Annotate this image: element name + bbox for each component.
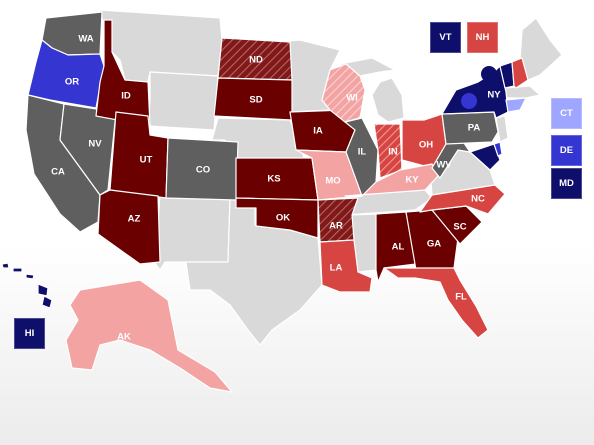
state-ar[interactable]	[317, 197, 359, 243]
state-la[interactable]	[319, 239, 373, 293]
state-wy[interactable]	[147, 71, 219, 131]
ne-district-marker-2[interactable]	[461, 93, 477, 109]
state-nd[interactable]	[217, 37, 293, 81]
state-ma[interactable]	[504, 85, 541, 99]
state-nm[interactable]	[154, 194, 231, 271]
state-fl[interactable]	[383, 267, 489, 339]
state-nc[interactable]	[419, 184, 506, 215]
state-in[interactable]	[373, 123, 403, 179]
state-pa[interactable]	[441, 111, 499, 145]
state-nh[interactable]	[511, 57, 529, 89]
ne-district-marker-1[interactable]	[481, 66, 497, 82]
state-id[interactable]	[95, 19, 151, 127]
state-ri-ct[interactable]	[505, 97, 527, 113]
callout-md[interactable]: MD	[551, 168, 582, 199]
state-co[interactable]	[165, 137, 239, 201]
state-sd[interactable]	[213, 77, 293, 121]
state-ky[interactable]	[344, 163, 439, 197]
callout-vt[interactable]: VT	[430, 22, 461, 53]
state-ny[interactable]	[441, 65, 509, 119]
state-az[interactable]	[97, 189, 161, 265]
callout-hi[interactable]: HI	[14, 318, 45, 349]
rated-states	[1, 11, 529, 393]
state-me[interactable]	[519, 17, 563, 81]
callout-ct[interactable]: CT	[551, 98, 582, 129]
state-md[interactable]	[469, 143, 501, 171]
state-hi[interactable]	[1, 262, 53, 309]
state-ak[interactable]	[65, 279, 233, 393]
state-mt[interactable]	[99, 9, 223, 83]
state-ks[interactable]	[235, 157, 319, 201]
state-de-small[interactable]	[493, 141, 503, 157]
callout-de[interactable]: DE	[551, 135, 582, 166]
callout-nh[interactable]: NH	[467, 22, 498, 53]
state-nj[interactable]	[495, 115, 509, 143]
